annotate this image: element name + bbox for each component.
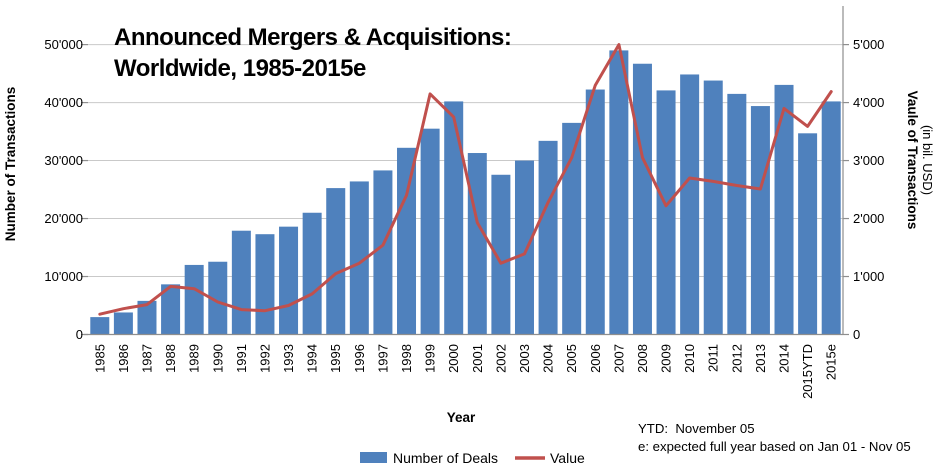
bar-1989: [184, 264, 204, 335]
right-tick-label-5'000: 5'000: [853, 37, 884, 52]
x-tick-label-2010: 2010: [682, 344, 697, 373]
bar-2007: [609, 50, 629, 335]
legend-swatch-number-of-deals: [360, 452, 387, 463]
x-tick-label-1990: 1990: [210, 344, 225, 373]
chart-title-line-1: Announced Mergers & Acquisitions:: [114, 24, 511, 51]
right-tick-label-4'000: 4'000: [853, 95, 884, 110]
line-series-value: [98, 43, 833, 316]
chart-title-line-2: Worldwide, 1985-2015e: [114, 55, 366, 82]
footnote-ytd: YTD: November 05: [638, 421, 755, 436]
left-tick-label-20'000: 20'000: [44, 211, 83, 226]
bar-2005: [562, 122, 582, 335]
x-tick-label-2012: 2012: [729, 344, 744, 373]
bar-1985: [90, 317, 110, 335]
x-tick-label-1995: 1995: [328, 344, 343, 373]
bar-2010: [680, 74, 700, 335]
left-tick-label-10'000: 10'000: [44, 269, 83, 284]
bar-2015e: [821, 101, 841, 335]
right-axis-tick-labels: 5'000 4'000 3'000 2'000 1'000 0: [853, 37, 884, 342]
x-tick-label-2007: 2007: [611, 344, 626, 373]
bar-1992: [255, 234, 275, 335]
x-tick-label-1985: 1985: [92, 344, 107, 373]
x-tick-label-1999: 1999: [423, 344, 438, 373]
x-axis-tick-labels: 1985 1986 1987 1988 1989 1990 1991 1992 1993 1994…: [92, 344, 838, 399]
bar-1994: [302, 212, 322, 335]
right-tick-label-3'000: 3'000: [853, 153, 884, 168]
bar-1998: [397, 147, 417, 335]
bar-2008: [632, 63, 652, 335]
left-tick-label-30'000: 30'000: [44, 153, 83, 168]
bar-1990: [208, 261, 228, 335]
x-tick-label-2014: 2014: [777, 344, 792, 373]
left-axis-title: Number of Transactions: [3, 87, 18, 242]
bar-2003: [514, 160, 534, 335]
axis-spines: [81, 6, 849, 336]
bar-1988: [161, 284, 181, 335]
x-tick-label-1993: 1993: [281, 344, 296, 373]
x-tick-label-1997: 1997: [375, 344, 390, 373]
left-axis-tick-labels: 50'000 40'000 30'000 20'000 10'000 0: [44, 37, 83, 342]
x-tick-label-2003: 2003: [517, 344, 532, 373]
x-axis-title: Year: [447, 410, 476, 425]
x-tick-label-2006: 2006: [588, 344, 603, 373]
left-tick-label-50'000: 50'000: [44, 37, 83, 52]
x-tick-label-1988: 1988: [163, 344, 178, 373]
x-tick-label-1986: 1986: [116, 344, 131, 373]
bar-1993: [279, 226, 299, 335]
bar-2011: [703, 80, 723, 335]
bar-2012: [727, 93, 747, 335]
left-tick-label-40'000: 40'000: [44, 95, 83, 110]
right-tick-label-2'000: 2'000: [853, 211, 884, 226]
bar-2006: [585, 89, 605, 335]
x-tick-label-1987: 1987: [139, 344, 154, 373]
x-tick-label-1998: 1998: [399, 344, 414, 373]
x-tick-label-2005: 2005: [564, 344, 579, 373]
x-tick-label-2011: 2011: [706, 344, 721, 372]
legend-label-value: Value: [550, 450, 585, 466]
x-tick-label-1996: 1996: [352, 344, 367, 373]
x-tick-label-2015e: 2015e: [824, 344, 839, 380]
bar-2013: [750, 106, 770, 335]
footnote-expected: e: expected full year based on Jan 01 - …: [638, 439, 911, 454]
bar-1997: [373, 170, 393, 335]
bar-2004: [538, 140, 558, 335]
bar-1986: [113, 312, 133, 335]
x-tick-label-1994: 1994: [305, 344, 320, 373]
x-tick-label-2000: 2000: [446, 344, 461, 373]
right-tick-label-1'000: 1'000: [853, 269, 884, 284]
bar-2014: [774, 84, 794, 335]
x-tick-label-2015YTD: 2015YTD: [800, 344, 815, 399]
legend: Number of Deals Value: [360, 450, 585, 466]
bar-1999: [420, 128, 440, 335]
bar-2009: [656, 90, 676, 335]
bar-1987: [137, 300, 157, 335]
bar-1991: [231, 230, 251, 335]
bar-2001: [467, 153, 487, 335]
x-tick-label-2008: 2008: [635, 344, 650, 373]
x-tick-label-1991: 1991: [234, 344, 249, 373]
bar-1996: [349, 181, 369, 335]
bar-2015YTD: [798, 133, 818, 335]
right-axis-title: Vaule of Transactions: [905, 91, 920, 230]
x-tick-label-2001: 2001: [470, 344, 485, 373]
right-tick-label-0: 0: [853, 327, 860, 342]
left-tick-label-0: 0: [76, 327, 83, 342]
x-tick-label-1992: 1992: [257, 344, 272, 373]
bar-2000: [444, 101, 464, 335]
x-tick-label-2013: 2013: [753, 344, 768, 373]
value-line: [98, 43, 833, 316]
x-tick-label-2004: 2004: [541, 344, 556, 373]
x-tick-label-1989: 1989: [187, 344, 202, 373]
right-axis-subtitle: (in bil. USD): [920, 125, 935, 195]
x-tick-label-2002: 2002: [493, 344, 508, 373]
legend-label-number-of-deals: Number of Deals: [393, 450, 498, 466]
bar-2002: [491, 174, 511, 335]
bar-1995: [326, 188, 346, 335]
bar-series-number-of-deals: [90, 50, 841, 335]
x-tick-label-2009: 2009: [659, 344, 674, 373]
